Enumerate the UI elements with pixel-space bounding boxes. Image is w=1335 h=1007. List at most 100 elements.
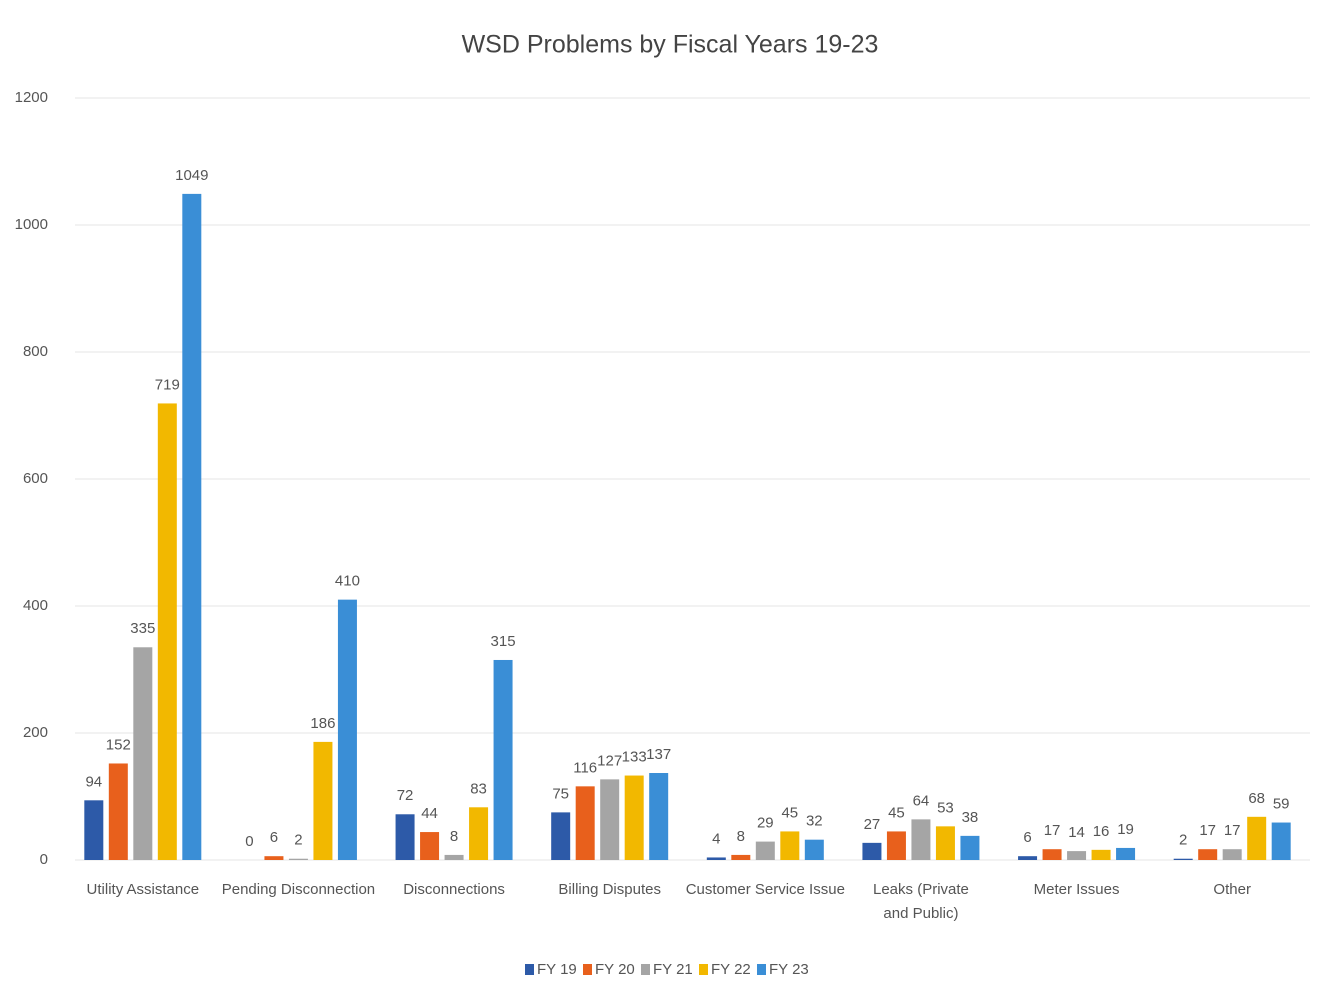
bar: [1271, 822, 1291, 860]
bar: [444, 854, 464, 860]
data-label: 44: [421, 805, 438, 822]
chart-title: WSD Problems by Fiscal Years 19-23: [462, 31, 879, 59]
bar: [862, 842, 882, 860]
bar: [1198, 849, 1218, 860]
legend-label: FY 21: [653, 961, 693, 978]
bar: [84, 800, 104, 860]
bar: [1247, 816, 1267, 860]
bar: [551, 812, 571, 860]
bar: [1067, 851, 1087, 860]
bar: [313, 741, 333, 860]
bar: [1018, 856, 1038, 860]
bar: [182, 193, 202, 860]
data-label: 410: [335, 573, 360, 590]
bar: [731, 854, 751, 860]
data-label: 45: [781, 804, 798, 821]
data-label: 6: [1023, 829, 1031, 846]
data-label: 1049: [175, 167, 208, 184]
data-label: 75: [552, 785, 569, 802]
data-label: 127: [597, 752, 622, 769]
y-tick-label: 600: [23, 470, 48, 487]
legend-swatch: [699, 964, 708, 975]
bar: [264, 856, 284, 860]
data-label: 53: [937, 799, 954, 816]
bar: [133, 647, 153, 860]
bar: [1116, 847, 1136, 860]
data-label: 14: [1068, 824, 1085, 841]
data-label: 94: [85, 773, 102, 790]
x-tick-label: Billing Disputes: [558, 881, 661, 898]
data-label: 17: [1224, 822, 1241, 839]
x-tick-label: Leaks (Private and Public): [873, 881, 969, 922]
legend-label: FY 22: [711, 961, 751, 978]
bar: [600, 779, 620, 860]
bar: [886, 831, 906, 860]
bar: [780, 831, 800, 860]
legend-label: FY 20: [595, 961, 635, 978]
data-label: 68: [1248, 790, 1265, 807]
data-label: 133: [622, 749, 647, 766]
data-label: 0: [245, 833, 253, 850]
data-label: 315: [491, 633, 516, 650]
bar: [755, 841, 775, 860]
bar: [469, 807, 489, 860]
bar: [911, 819, 931, 860]
legend-swatch: [525, 964, 534, 975]
data-label: 59: [1273, 796, 1290, 813]
data-label: 152: [106, 736, 131, 753]
x-tick-label: Meter Issues: [1034, 881, 1120, 898]
x-tick-label: Utility Assistance: [87, 881, 200, 898]
data-label: 4: [712, 830, 720, 847]
y-tick-label: 0: [40, 851, 48, 868]
bar: [157, 403, 177, 860]
data-label: 32: [806, 813, 823, 830]
data-label: 27: [864, 816, 881, 833]
y-tick-label: 400: [23, 597, 48, 614]
bar: [706, 857, 726, 860]
data-label: 16: [1093, 823, 1110, 840]
data-label: 2: [1179, 832, 1187, 849]
data-label: 72: [397, 787, 414, 804]
bar: [575, 786, 595, 860]
data-label: 17: [1044, 822, 1061, 839]
y-tick-label: 800: [23, 343, 48, 360]
bar: [960, 835, 980, 860]
data-label: 17: [1199, 822, 1216, 839]
legend-swatch: [583, 964, 592, 975]
bar: [493, 659, 513, 860]
x-tick-label: Other: [1213, 881, 1251, 898]
data-label: 8: [737, 828, 745, 845]
data-label: 64: [913, 792, 930, 809]
data-label: 19: [1117, 821, 1134, 838]
bar: [1222, 849, 1242, 860]
bar: [1091, 849, 1111, 860]
bar: [108, 763, 128, 860]
data-label: 137: [646, 746, 671, 763]
data-label: 2: [294, 832, 302, 849]
data-label: 186: [310, 715, 335, 732]
y-tick-label: 1000: [15, 216, 48, 233]
x-tick-label: Pending Disconnection: [222, 881, 375, 898]
data-label: 6: [270, 829, 278, 846]
bar: [395, 814, 415, 860]
data-label: 45: [888, 804, 905, 821]
bar: [420, 832, 440, 860]
legend-swatch: [641, 964, 650, 975]
bar: [1173, 858, 1193, 860]
data-label: 116: [573, 759, 597, 776]
y-tick-label: 1200: [15, 89, 48, 106]
bar: [1042, 849, 1062, 860]
legend-label: FY 23: [769, 961, 809, 978]
bar: [804, 839, 824, 860]
bar: [649, 773, 669, 860]
x-tick-label: Disconnections: [403, 881, 505, 898]
data-label: 719: [155, 376, 180, 393]
data-label: 335: [130, 620, 155, 637]
legend-label: FY 19: [537, 961, 577, 978]
data-label: 29: [757, 815, 774, 832]
data-label: 8: [450, 828, 458, 845]
data-label: 83: [470, 780, 487, 797]
bar: [624, 775, 644, 860]
legend-swatch: [757, 964, 766, 975]
